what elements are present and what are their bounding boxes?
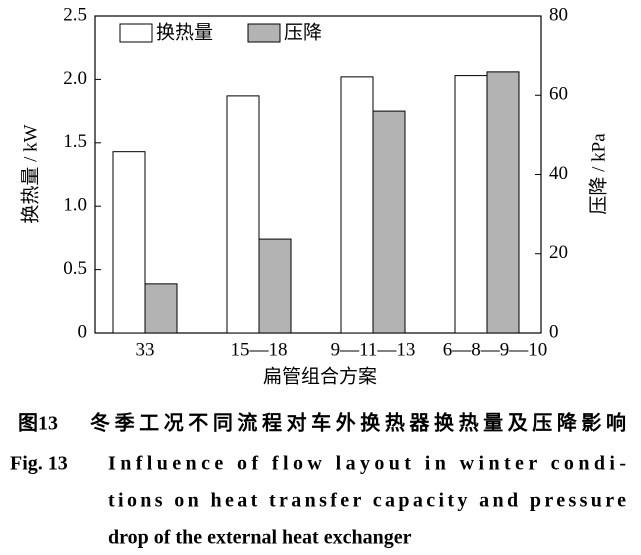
y-tick-label: 1.5 [63,131,87,152]
caption-zh-text: 冬季工况不同流程对车外换热器换热量及压降影响 [90,411,626,435]
y-tick-label: 0.5 [63,258,87,279]
y-tick-label: 2.5 [63,4,87,25]
y2-tick-label: 20 [549,242,568,263]
y-tick-label: 2.0 [63,68,87,89]
legend-label: 压降 [284,21,322,43]
legend-label: 换热量 [156,21,213,43]
legend-swatch [119,23,153,43]
x-tick-label: 15—18 [231,339,288,360]
caption-en-label: Fig. 13 [10,453,68,475]
y2-axis-title: 压降 / kPa [587,133,609,215]
y-tick-label: 0 [78,321,88,342]
caption-en-line: Influence of flow layout in winter condi… [108,453,626,475]
y2-tick-label: 80 [549,4,568,25]
x-tick-label: 33 [136,339,155,360]
x-axis-title: 扁管组合方案 [263,365,377,387]
bar [454,75,488,334]
y2-tick-label: 0 [549,321,559,342]
bar [486,71,520,334]
bar [372,110,406,334]
bar [258,238,292,334]
bar [340,76,374,334]
caption-en-line: drop of the external heat exchanger [108,527,412,549]
y-tick-label: 1.0 [63,195,87,216]
caption-en-line: tions on heat transfer capacity and pres… [108,490,626,512]
legend-swatch [247,23,281,43]
y2-tick-label: 60 [549,84,568,105]
bar [144,283,178,334]
bar [112,151,146,334]
bar [226,95,260,334]
x-tick-label: 6—8—9—10 [443,339,548,360]
y2-tick-label: 40 [549,163,568,184]
caption-zh-label: 图13 [18,412,58,435]
x-tick-label: 9—11—13 [331,339,416,360]
y-axis-title: 换热量 / kW [19,124,41,223]
